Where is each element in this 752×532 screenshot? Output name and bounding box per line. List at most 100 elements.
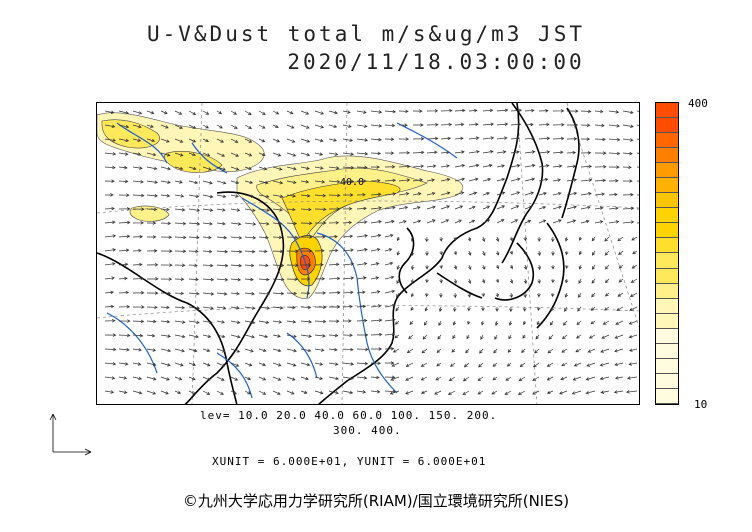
wind-arrow xyxy=(491,390,498,395)
wind-arrow xyxy=(216,124,223,129)
wind-arrow xyxy=(104,110,115,114)
wind-arrow xyxy=(384,206,396,210)
wind-arrow xyxy=(629,306,638,311)
wind-arrow xyxy=(132,166,143,170)
wind-arrow xyxy=(286,334,297,338)
wind-arrow xyxy=(118,110,130,115)
wind-arrow xyxy=(286,320,297,324)
wind-arrow xyxy=(342,362,355,366)
wind-arrow xyxy=(594,192,606,196)
wind-arrow xyxy=(566,150,577,155)
wind-arrow xyxy=(188,320,200,325)
wind-arrow xyxy=(160,348,172,353)
wind-arrow xyxy=(258,362,266,367)
wind-arrow xyxy=(146,333,156,338)
wind-arrow xyxy=(622,151,633,156)
wind-arrow xyxy=(314,390,324,395)
colorbar-segment xyxy=(656,103,678,119)
wind-arrow xyxy=(384,178,397,183)
wind-arrow xyxy=(118,290,130,295)
wind-arrow xyxy=(118,390,128,394)
colorbar-segment xyxy=(656,388,678,404)
wind-arrow xyxy=(614,334,624,339)
wind-arrow xyxy=(160,110,168,115)
wind-arrow xyxy=(104,390,115,394)
wind-arrow xyxy=(314,305,327,309)
wind-arrow xyxy=(591,264,596,270)
wind-arrow xyxy=(604,264,610,270)
wind-arrow xyxy=(146,263,159,267)
wind-arrow xyxy=(426,164,437,168)
wind-arrow xyxy=(174,152,184,157)
wind-arrow xyxy=(599,376,610,381)
wind-arrow xyxy=(328,362,339,366)
wind-arrow xyxy=(454,219,462,224)
wind-arrow xyxy=(328,166,340,170)
wind-arrow xyxy=(216,152,226,157)
wind-arrow xyxy=(440,108,453,113)
wind-arrow xyxy=(174,348,185,353)
wind-arrow xyxy=(356,220,368,224)
wind-arrow xyxy=(146,138,156,143)
wind-arrow xyxy=(174,263,186,267)
wind-arrow xyxy=(286,305,296,310)
wind-arrow xyxy=(146,277,159,281)
wind-arrow xyxy=(118,152,129,156)
wind-arrow xyxy=(160,221,172,226)
wind-arrow xyxy=(146,305,158,310)
wind-arrow xyxy=(494,334,498,340)
wind-arrow xyxy=(537,306,541,311)
wind-arrow xyxy=(454,122,465,127)
wind-arrow xyxy=(230,334,241,339)
wind-arrow xyxy=(580,205,591,210)
wind-arrow xyxy=(132,276,144,281)
wind-arrow xyxy=(509,250,513,255)
wind-arrow xyxy=(342,179,355,184)
wind-arrow xyxy=(436,362,442,367)
wind-arrow xyxy=(202,376,211,381)
wind-arrow xyxy=(132,180,144,184)
wind-arrow xyxy=(398,137,410,141)
wind-arrow xyxy=(118,319,131,323)
wind-arrow xyxy=(614,376,624,380)
wind-arrow xyxy=(425,278,429,284)
wind-arrow xyxy=(104,220,116,225)
wind-arrow xyxy=(605,278,610,284)
wind-arrow xyxy=(439,236,443,242)
wind-arrow xyxy=(594,123,605,128)
wind-arrow xyxy=(467,236,472,242)
wind-arrow xyxy=(465,348,470,354)
map-canvas: 40.0 xyxy=(97,103,639,404)
wind-arrow xyxy=(286,207,296,212)
wind-arrow xyxy=(576,334,582,339)
wind-arrow xyxy=(356,165,368,170)
wind-arrow xyxy=(578,264,582,270)
wind-arrow xyxy=(523,264,528,270)
wind-arrow xyxy=(160,194,171,198)
wind-arrow xyxy=(566,123,579,127)
wind-arrow xyxy=(216,376,225,381)
wind-arrow xyxy=(160,152,171,157)
wind-arrow xyxy=(524,205,533,210)
wind-arrow xyxy=(174,166,184,171)
wind-arrow xyxy=(314,348,325,352)
wind-arrow xyxy=(440,136,452,141)
wind-arrow xyxy=(482,136,495,140)
wind-arrow xyxy=(495,306,499,312)
wind-arrow xyxy=(495,236,500,242)
wind-arrow xyxy=(398,123,408,127)
wind-arrow xyxy=(230,320,241,324)
wind-arrow xyxy=(118,362,129,366)
wind-arrow xyxy=(202,194,214,199)
wind-arrow xyxy=(504,390,512,395)
wind-arrow xyxy=(510,136,521,141)
wind-arrow xyxy=(370,110,383,114)
wind-arrow xyxy=(370,304,382,308)
wind-arrow xyxy=(202,334,212,338)
wind-arrow xyxy=(300,348,312,353)
wind-arrow xyxy=(396,250,400,256)
wind-arrow xyxy=(160,207,170,212)
wind-arrow xyxy=(314,221,327,225)
wind-arrow xyxy=(426,150,438,155)
wind-arrow xyxy=(468,136,480,140)
